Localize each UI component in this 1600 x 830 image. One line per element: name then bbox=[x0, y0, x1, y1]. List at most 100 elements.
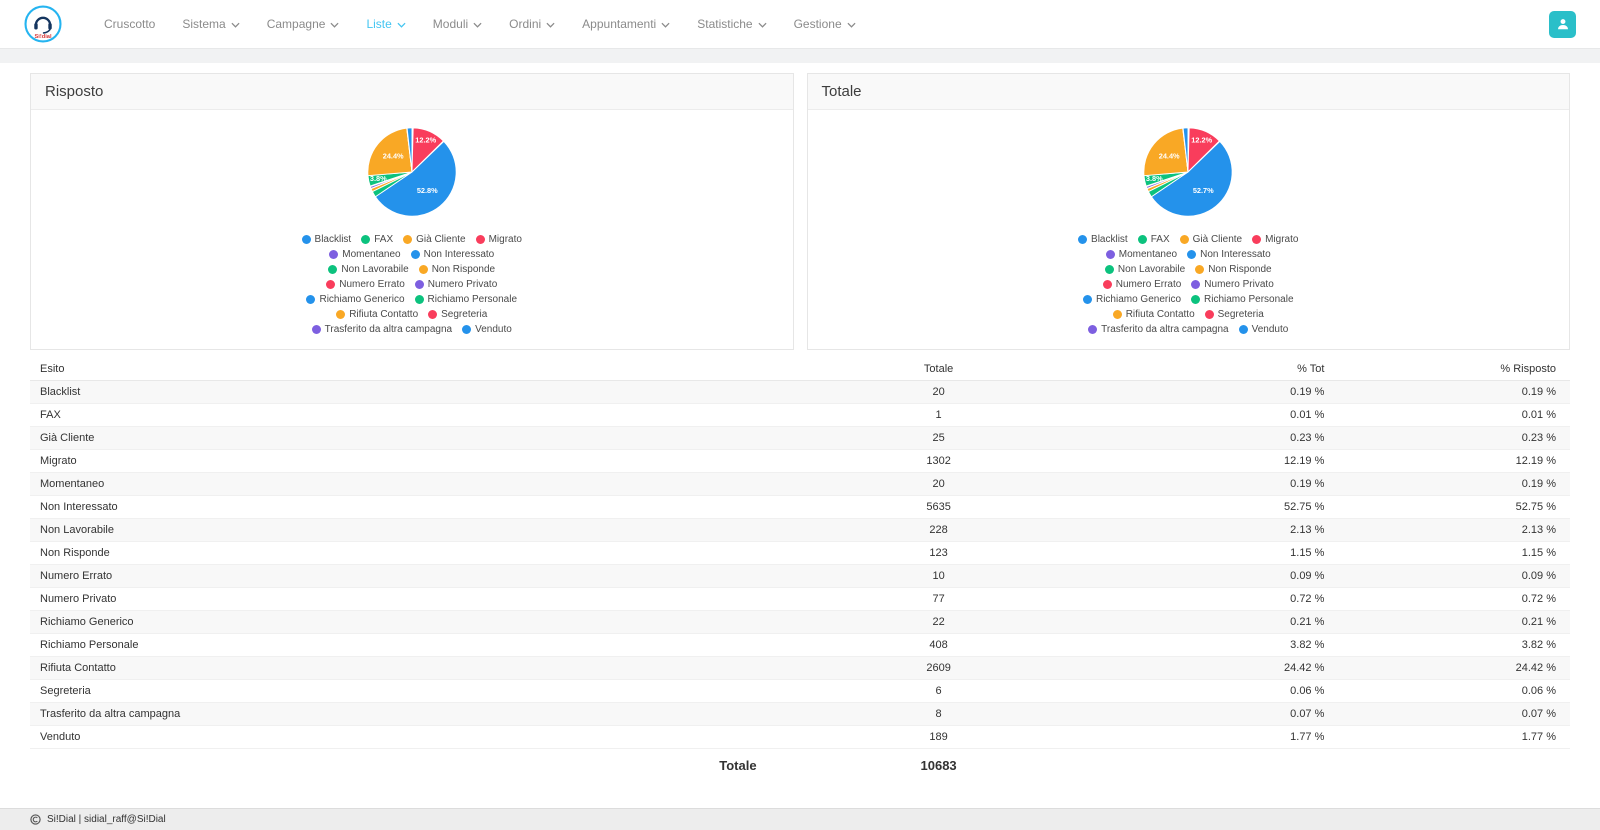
legend-color-dot bbox=[1137, 235, 1147, 244]
pie-chart-wrap: 12.2% 52.7% 3.8% 24.4% bbox=[808, 126, 1570, 218]
legend-item-numero-errato[interactable]: Numero Errato bbox=[326, 279, 405, 290]
nav-item-statistiche[interactable]: Statistiche bbox=[697, 17, 767, 31]
table-cell: 0.72 % bbox=[1354, 587, 1570, 611]
pie-slice-rifiuta-contatto[interactable] bbox=[367, 127, 413, 177]
legend-item-numero-errato[interactable]: Numero Errato bbox=[1102, 279, 1181, 290]
nav-menu: Cruscotto Sistema Campagne Liste Moduli Ordin… bbox=[104, 17, 1549, 31]
nav-item-ordini[interactable]: Ordini bbox=[509, 17, 555, 31]
chevron-down-icon bbox=[397, 22, 406, 28]
legend-color-dot bbox=[475, 235, 485, 244]
sidial-logo[interactable]: Si!dial bbox=[24, 5, 62, 43]
legend-color-dot bbox=[1179, 235, 1189, 244]
legend-item-migrato[interactable]: Migrato bbox=[1252, 234, 1298, 245]
user-account-button[interactable] bbox=[1549, 10, 1576, 38]
legend-item-non-risponde[interactable]: Non Risponde bbox=[1195, 264, 1272, 275]
legend-color-dot bbox=[1191, 280, 1201, 289]
nav-item-gestione[interactable]: Gestione bbox=[794, 17, 856, 31]
legend-color-dot bbox=[403, 235, 413, 244]
legend-color-dot bbox=[414, 280, 424, 289]
legend-item-richiamo-generico[interactable]: Richiamo Generico bbox=[1082, 294, 1181, 305]
chart-panels-row: Risposto 12.2% 52.8% 3.8% 24.4% Blacklist FA… bbox=[30, 73, 1570, 350]
nav-item-appuntamenti[interactable]: Appuntamenti bbox=[582, 17, 670, 31]
legend-color-dot bbox=[1191, 295, 1201, 304]
page-footer: Si!Dial | sidial_raff@Si!Dial bbox=[0, 808, 1600, 830]
legend-item-già-cliente[interactable]: Già Cliente bbox=[403, 234, 466, 245]
table-cell: 2.13 % bbox=[1354, 518, 1570, 542]
legend-item-segreteria[interactable]: Segreteria bbox=[428, 309, 487, 320]
table-row: Trasferito da altra campagna 8 0.07 % 0.07 … bbox=[30, 702, 1570, 726]
legend-item-momentaneo[interactable]: Momentaneo bbox=[1105, 249, 1177, 260]
table-cell: 25 bbox=[861, 426, 1016, 450]
chevron-down-icon bbox=[473, 22, 482, 28]
legend-item-blacklist[interactable]: Blacklist bbox=[301, 234, 351, 245]
legend-item-richiamo-generico[interactable]: Richiamo Generico bbox=[306, 294, 405, 305]
table-cell: 0.09 % bbox=[1015, 564, 1355, 588]
legend-item-richiamo-personale[interactable]: Richiamo Personale bbox=[414, 294, 517, 305]
pie-slice-label: 3.8% bbox=[370, 174, 387, 183]
legend-color-dot bbox=[1104, 265, 1114, 274]
pie-slice-non-interessato[interactable] bbox=[1151, 140, 1233, 217]
nav-item-sistema[interactable]: Sistema bbox=[182, 17, 240, 31]
legend-item-non-lavorabile[interactable]: Non Lavorabile bbox=[328, 264, 409, 275]
table-cell: 24.42 % bbox=[1354, 656, 1570, 680]
legend-item-non-lavorabile[interactable]: Non Lavorabile bbox=[1104, 264, 1185, 275]
legend-item-migrato[interactable]: Migrato bbox=[475, 234, 522, 245]
legend-item-rifiuta-contatto[interactable]: Rifiuta Contatto bbox=[1112, 309, 1195, 320]
table-row: Non Risponde 123 1.15 % 1.15 % bbox=[30, 541, 1570, 565]
table-cell: Trasferito da altra campagna bbox=[30, 702, 862, 726]
legend-item-non-risponde[interactable]: Non Risponde bbox=[418, 264, 495, 275]
panel-body: 12.2% 52.8% 3.8% 24.4% Blacklist FAX Già Clie… bbox=[31, 110, 793, 349]
table-cell: Numero Privato bbox=[30, 587, 862, 611]
totale-pie-chart[interactable]: 12.2% 52.7% 3.8% 24.4% bbox=[1142, 126, 1234, 218]
legend-item-fax[interactable]: FAX bbox=[361, 234, 393, 245]
nav-item-moduli[interactable]: Moduli bbox=[433, 17, 482, 31]
legend-color-dot bbox=[1105, 250, 1115, 259]
legend-item-rifiuta-contatto[interactable]: Rifiuta Contatto bbox=[336, 309, 418, 320]
table-cell: 0.19 % bbox=[1015, 472, 1355, 496]
legend-item-segreteria[interactable]: Segreteria bbox=[1204, 309, 1264, 320]
table-row: Segreteria 6 0.06 % 0.06 % bbox=[30, 679, 1570, 703]
legend-item-fax[interactable]: FAX bbox=[1137, 234, 1170, 245]
table-row: FAX 1 0.01 % 0.01 % bbox=[30, 403, 1570, 427]
legend-color-dot bbox=[410, 250, 420, 259]
table-cell: 1.15 % bbox=[1354, 541, 1570, 565]
table-cell: 5635 bbox=[861, 495, 1016, 519]
pie-slice-label: 52.8% bbox=[417, 186, 438, 195]
legend-item-richiamo-personale[interactable]: Richiamo Personale bbox=[1191, 294, 1294, 305]
legend-item-già-cliente[interactable]: Già Cliente bbox=[1179, 234, 1242, 245]
top-navbar: Si!dial Cruscotto Sistema Campagne Liste Mod… bbox=[0, 0, 1600, 48]
table-cell: 0.23 % bbox=[1015, 426, 1355, 450]
table-cell: 0.09 % bbox=[1354, 564, 1570, 588]
table-cell: Momentaneo bbox=[30, 472, 862, 496]
nav-item-cruscotto[interactable]: Cruscotto bbox=[104, 17, 156, 31]
table-cell: Numero Errato bbox=[30, 564, 862, 588]
table-cell: Non Interessato bbox=[30, 495, 862, 519]
legend-item-numero-privato[interactable]: Numero Privato bbox=[414, 279, 497, 290]
legend-item-non-interessato[interactable]: Non Interessato bbox=[1187, 249, 1271, 260]
pie-slice-venduto[interactable] bbox=[406, 127, 413, 173]
legend-item-blacklist[interactable]: Blacklist bbox=[1078, 234, 1128, 245]
table-cell: 123 bbox=[861, 541, 1016, 565]
legend-item-momentaneo[interactable]: Momentaneo bbox=[329, 249, 401, 260]
legend-color-dot bbox=[1252, 235, 1262, 244]
pie-slice-venduto[interactable] bbox=[1182, 127, 1189, 173]
legend-item-non-interessato[interactable]: Non Interessato bbox=[410, 249, 494, 260]
legend-item-trasferito-da-altra-campagna[interactable]: Trasferito da altra campagna bbox=[311, 324, 452, 335]
table-row: Rifiuta Contatto 2609 24.42 % 24.42 % bbox=[30, 656, 1570, 680]
legend-color-dot bbox=[1112, 310, 1122, 319]
legend-item-venduto[interactable]: Venduto bbox=[1238, 324, 1288, 335]
pie-slice-label: 12.2% bbox=[415, 135, 436, 144]
pie-slice-label: 24.4% bbox=[382, 152, 403, 161]
pie-slice-non-interessato[interactable] bbox=[374, 140, 457, 217]
legend-color-dot bbox=[418, 265, 428, 274]
table-cell: 24.42 % bbox=[1015, 656, 1355, 680]
pie-slice-rifiuta-contatto[interactable] bbox=[1143, 127, 1189, 177]
nav-item-campagne[interactable]: Campagne bbox=[267, 17, 340, 31]
risposto-pie-chart[interactable]: 12.2% 52.8% 3.8% 24.4% bbox=[366, 126, 458, 218]
legend-item-numero-privato[interactable]: Numero Privato bbox=[1191, 279, 1274, 290]
table-cell: 0.21 % bbox=[1354, 610, 1570, 634]
table-cell: Venduto bbox=[30, 725, 862, 749]
legend-item-venduto[interactable]: Venduto bbox=[462, 324, 512, 335]
nav-item-liste[interactable]: Liste bbox=[366, 17, 406, 31]
legend-item-trasferito-da-altra-campagna[interactable]: Trasferito da altra campagna bbox=[1088, 324, 1229, 335]
